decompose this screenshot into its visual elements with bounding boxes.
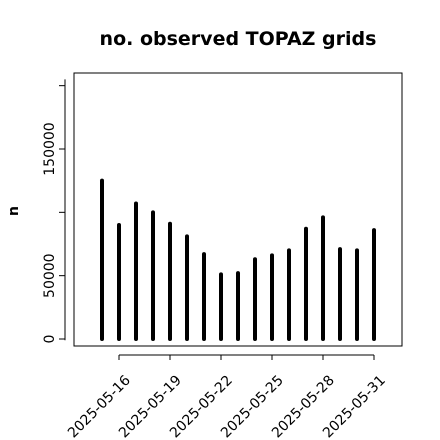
bars <box>100 178 376 341</box>
y-axis: 0 50000 150000 <box>42 79 66 344</box>
y-tick-label: 50000 <box>42 253 58 298</box>
y-axis-label: n <box>6 206 22 216</box>
chart-title: no. observed TOPAZ grids <box>100 28 377 50</box>
y-tick-label: 150000 <box>42 122 58 175</box>
plot-frame <box>73 72 403 347</box>
y-tick-label: 0 <box>42 335 58 344</box>
x-axis: 2025-05-162025-05-192025-05-222025-05-25… <box>65 354 389 440</box>
